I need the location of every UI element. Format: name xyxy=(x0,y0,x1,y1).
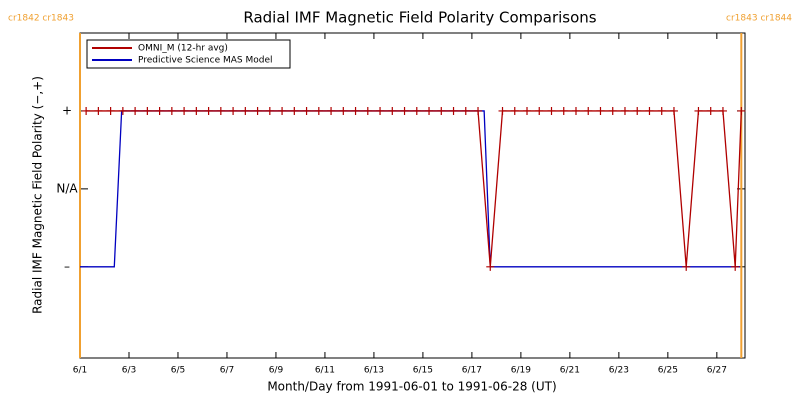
point-marker xyxy=(510,106,519,115)
point-marker xyxy=(731,262,740,271)
x-tick-label: 6/1 xyxy=(73,366,87,376)
point-marker xyxy=(669,106,678,115)
point-marker xyxy=(657,106,666,115)
point-marker xyxy=(535,106,544,115)
y-tick-label: – xyxy=(64,259,70,273)
point-marker xyxy=(523,106,532,115)
point-marker xyxy=(449,106,458,115)
point-marker xyxy=(339,106,348,115)
x-tick-label: 6/27 xyxy=(707,366,727,376)
point-marker xyxy=(437,106,446,115)
point-marker xyxy=(192,106,201,115)
point-marker xyxy=(302,106,311,115)
point-marker xyxy=(204,106,213,115)
point-marker xyxy=(474,106,483,115)
point-marker xyxy=(737,106,746,115)
point-marker xyxy=(547,106,556,115)
legend-label: Predictive Science MAS Model xyxy=(138,56,273,66)
legend-label: OMNI_M (12-hr avg) xyxy=(138,44,228,54)
y-tick-label: + xyxy=(62,103,72,117)
series-line xyxy=(80,110,741,268)
point-marker xyxy=(131,106,140,115)
y-tick-label: N/A xyxy=(56,181,78,195)
point-marker xyxy=(180,106,189,115)
x-tick-label: 6/21 xyxy=(560,366,580,376)
point-marker xyxy=(118,106,127,115)
carrington-label: cr1842 cr1843 xyxy=(8,14,74,24)
point-marker xyxy=(412,106,421,115)
point-marker xyxy=(425,106,434,115)
point-marker xyxy=(363,106,372,115)
point-marker xyxy=(645,106,654,115)
x-tick-label: 6/7 xyxy=(220,366,234,376)
x-tick-label: 6/9 xyxy=(269,366,284,376)
point-marker xyxy=(388,106,397,115)
point-marker xyxy=(216,106,225,115)
point-marker xyxy=(498,106,507,115)
point-marker xyxy=(314,106,323,115)
x-tick-label: 6/25 xyxy=(658,366,678,376)
point-marker xyxy=(486,262,495,271)
point-marker xyxy=(229,106,238,115)
x-tick-label: 6/3 xyxy=(122,366,136,376)
point-marker xyxy=(718,106,727,115)
point-marker xyxy=(376,106,385,115)
point-marker xyxy=(143,106,152,115)
point-marker xyxy=(155,106,164,115)
point-marker xyxy=(584,106,593,115)
point-marker xyxy=(608,106,617,115)
point-marker xyxy=(633,106,642,115)
point-marker xyxy=(620,106,629,115)
point-marker xyxy=(571,106,580,115)
point-marker xyxy=(265,106,274,115)
point-marker xyxy=(682,262,691,271)
point-marker xyxy=(351,106,360,115)
point-marker xyxy=(82,106,91,115)
point-marker xyxy=(559,106,568,115)
point-marker xyxy=(461,106,470,115)
point-marker xyxy=(327,106,336,115)
x-tick-label: 6/19 xyxy=(511,366,531,376)
point-marker xyxy=(290,106,299,115)
point-marker xyxy=(167,106,176,115)
x-tick-label: 6/15 xyxy=(413,366,433,376)
chart-title: Radial IMF Magnetic Field Polarity Compa… xyxy=(243,9,596,27)
x-tick-label: 6/11 xyxy=(315,366,335,376)
point-marker xyxy=(253,106,262,115)
y-axis-label: Radial IMF Magnetic Field Polarity (−,+) xyxy=(31,76,45,314)
point-marker xyxy=(241,106,250,115)
x-tick-label: 6/23 xyxy=(609,366,629,376)
plot-frame xyxy=(79,32,746,359)
point-marker xyxy=(706,106,715,115)
point-marker xyxy=(596,106,605,115)
x-tick-label: 6/5 xyxy=(171,366,185,376)
legend-box xyxy=(86,39,291,69)
x-axis-label: Month/Day from 1991-06-01 to 1991-06-28 … xyxy=(267,380,556,394)
carrington-label: cr1843 cr1844 xyxy=(726,14,792,24)
point-marker xyxy=(694,106,703,115)
point-marker xyxy=(106,106,115,115)
series-line xyxy=(86,110,742,267)
point-marker xyxy=(400,106,409,115)
x-tick-label: 6/17 xyxy=(462,366,482,376)
point-marker xyxy=(94,106,103,115)
point-marker xyxy=(278,106,287,115)
x-tick-label: 6/13 xyxy=(364,366,384,376)
